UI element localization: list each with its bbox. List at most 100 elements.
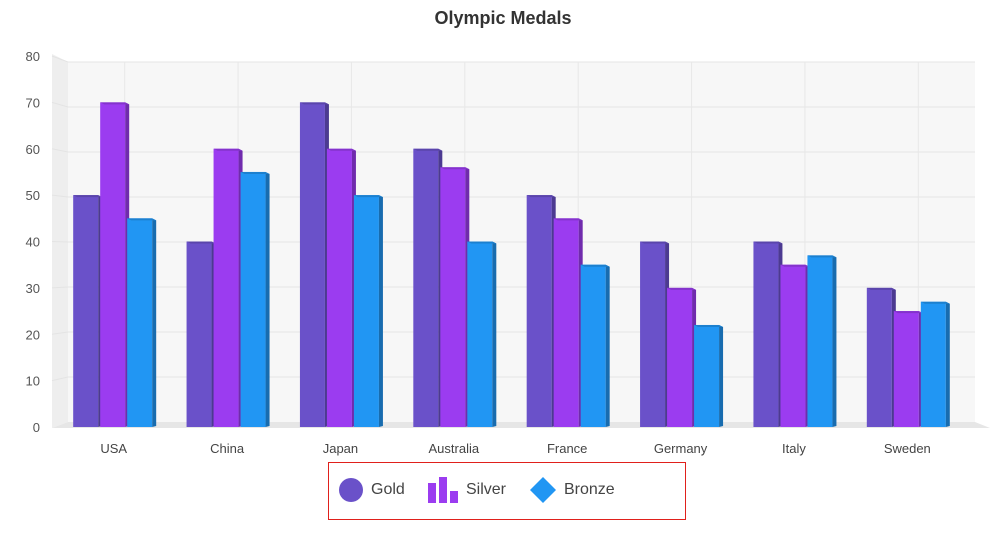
bar-gold-japan[interactable] — [299, 102, 329, 427]
legend-label-silver: Silver — [466, 481, 507, 498]
bar-front — [100, 102, 126, 427]
y-tick-label: 80 — [26, 49, 40, 64]
bar-top — [326, 148, 356, 151]
gridline-side — [51, 286, 69, 289]
bar-front — [807, 255, 833, 427]
bar-gold-france[interactable] — [526, 195, 556, 427]
bar-front — [127, 218, 153, 427]
bar-gold-germany[interactable] — [640, 241, 670, 428]
gridline-side — [51, 331, 69, 335]
bar-top — [753, 241, 783, 244]
bar-silver-usa[interactable] — [100, 102, 130, 427]
bar-front — [753, 241, 779, 427]
bar-bronze-australia[interactable] — [467, 241, 497, 428]
legend-label-gold: Gold — [371, 481, 405, 498]
x-category-label: USA — [100, 441, 127, 456]
x-category-label: China — [210, 441, 245, 456]
y-tick-label: 50 — [26, 188, 40, 203]
bar-top — [640, 241, 670, 244]
gridline-side — [51, 101, 69, 108]
bar-top — [580, 264, 610, 267]
bar-side — [265, 171, 270, 427]
bar-silver-sweden[interactable] — [893, 311, 923, 427]
bar-front — [866, 287, 892, 427]
bar-silver-germany[interactable] — [667, 287, 697, 427]
bar-top — [73, 195, 103, 198]
x-category-label: Germany — [654, 441, 708, 456]
legend: Gold Silver Bronze — [328, 462, 686, 520]
bar-silver-australia[interactable] — [440, 167, 470, 428]
bar-front — [780, 264, 806, 427]
bar-front — [467, 241, 493, 427]
bar-side — [719, 324, 724, 427]
y-tick-label: 60 — [26, 142, 40, 157]
bar-bronze-china[interactable] — [240, 171, 270, 427]
bar-bronze-sweden[interactable] — [920, 301, 950, 427]
bar-front — [920, 301, 946, 427]
bar-front — [186, 241, 212, 427]
bar-top — [127, 218, 157, 221]
gridline-side — [51, 241, 69, 243]
diamond-icon — [530, 477, 556, 503]
gridline-side — [51, 148, 69, 153]
legend-item-silver[interactable]: Silver — [428, 473, 506, 507]
y-axis-ticks: 0 10 20 30 40 50 60 70 80 — [26, 49, 40, 435]
bar-gold-sweden[interactable] — [866, 287, 896, 427]
x-axis-categories: USA China Japan Australia France Germany Italy… — [100, 441, 930, 456]
bar-side — [492, 241, 497, 427]
bar-silver-china[interactable] — [213, 148, 243, 427]
bar-top — [920, 301, 950, 304]
bar-front — [413, 148, 439, 427]
bar-gold-australia[interactable] — [413, 148, 443, 427]
y-tick-label: 20 — [26, 327, 40, 342]
bar-gold-italy[interactable] — [753, 241, 783, 428]
bar-bronze-japan[interactable] — [353, 195, 383, 427]
bar-gold-china[interactable] — [186, 241, 216, 428]
y-tick-label: 0 — [33, 420, 40, 435]
bar-bronze-france[interactable] — [580, 264, 610, 427]
bar-front — [213, 148, 239, 427]
bar-silver-france[interactable] — [553, 218, 583, 427]
bar-front — [526, 195, 552, 427]
bar-side — [378, 195, 383, 427]
bar-top — [526, 195, 556, 198]
plot-left-wall — [52, 54, 68, 428]
legend-item-gold[interactable]: Gold — [339, 473, 405, 507]
bar-top — [299, 102, 329, 105]
y-tick-label: 40 — [26, 235, 40, 250]
legend-item-bronze[interactable]: Bronze — [530, 473, 615, 507]
gridline-side — [51, 55, 69, 63]
legend-label-bronze: Bronze — [564, 481, 615, 498]
bar-front — [299, 102, 325, 427]
bar-front — [73, 195, 99, 427]
x-category-label: Sweden — [884, 441, 931, 456]
bar-bronze-germany[interactable] — [694, 324, 724, 427]
x-category-label: Italy — [782, 441, 806, 456]
bar-front — [353, 195, 379, 427]
bar-side — [832, 255, 837, 427]
bar-top — [694, 324, 724, 327]
circle-icon — [339, 478, 363, 502]
bar-bronze-italy[interactable] — [807, 255, 837, 427]
bar-silver-italy[interactable] — [780, 264, 810, 427]
bar-front — [240, 171, 266, 427]
chart-title: Olympic Medals — [434, 8, 572, 28]
bar-top — [807, 255, 837, 258]
bar-bronze-usa[interactable] — [127, 218, 157, 427]
gridline-side — [51, 376, 69, 382]
bars — [73, 102, 950, 428]
bar-side — [605, 264, 610, 427]
bar-top — [553, 218, 583, 221]
bar-front — [667, 287, 693, 427]
bar-front — [580, 264, 606, 427]
bar-top — [866, 287, 896, 290]
bar-top — [240, 171, 270, 174]
bar-front — [553, 218, 579, 427]
bar-silver-japan[interactable] — [326, 148, 356, 427]
bar-front — [893, 311, 919, 427]
bar-top — [213, 148, 243, 151]
bar-top — [893, 311, 923, 314]
bar-gold-usa[interactable] — [73, 195, 103, 427]
bar-top — [353, 195, 383, 198]
